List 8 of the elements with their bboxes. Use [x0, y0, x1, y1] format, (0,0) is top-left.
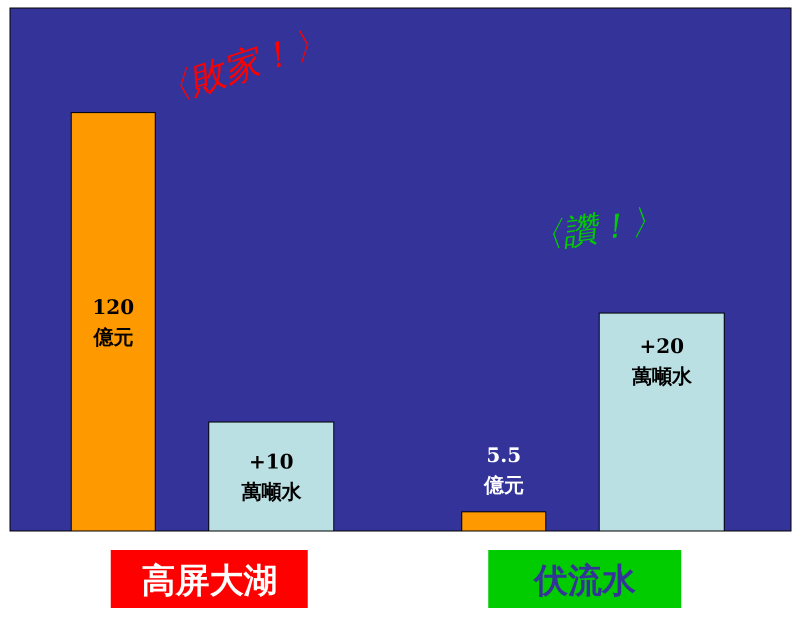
data-label: 5.5 億元 [482, 442, 524, 497]
data-label: +10 萬噸水 [240, 450, 302, 504]
x-tick-label: 高屏大湖 [141, 561, 278, 601]
x-tick-label: 伏流水 [532, 561, 636, 601]
annotation: 〈讚！〉 [526, 200, 667, 258]
data-label: +20 萬噸水 [630, 334, 693, 388]
data-label: 120 億元 [92, 294, 134, 349]
annotation: 〈敗家！〉 [150, 20, 334, 114]
